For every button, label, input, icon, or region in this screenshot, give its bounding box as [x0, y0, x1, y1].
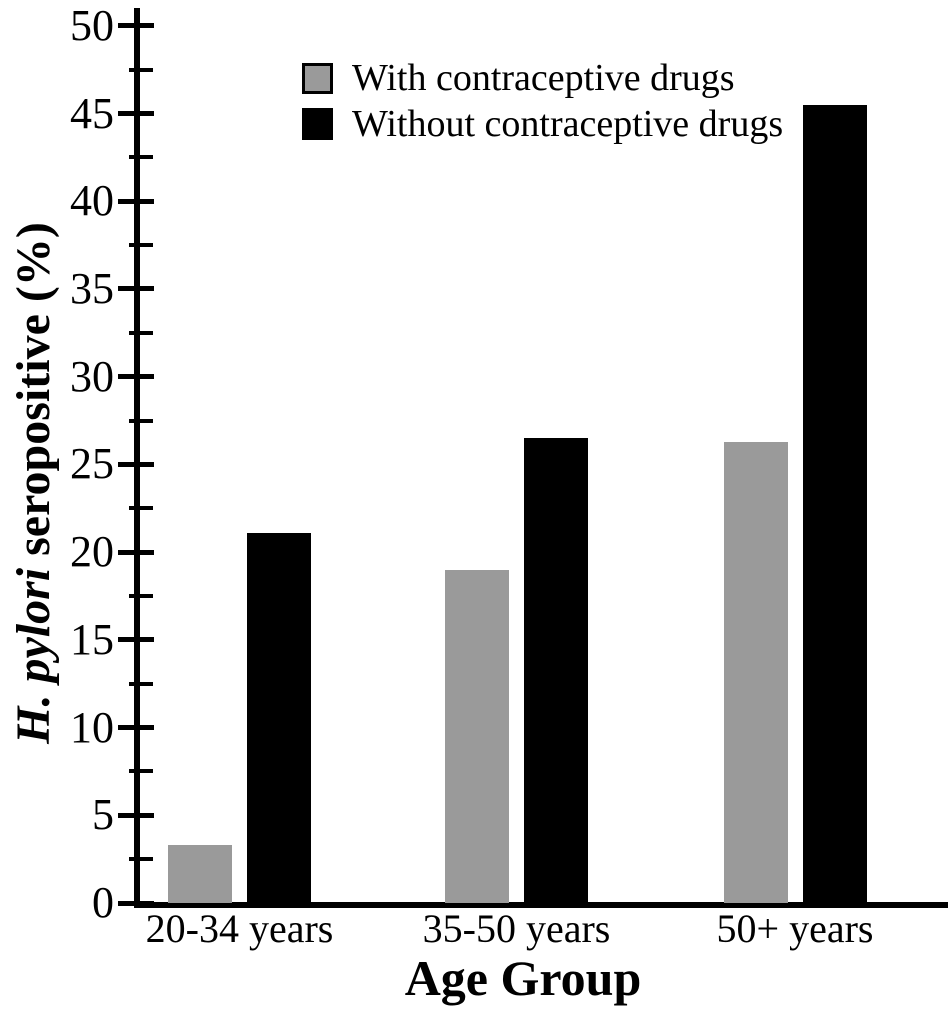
y-major-tick	[118, 23, 154, 29]
legend-label-with-contraceptive-drugs: With contraceptive drugs	[352, 57, 735, 99]
x-tick-label-50-years: 50+ years	[716, 906, 874, 951]
y-major-tick	[118, 637, 154, 643]
y-major-tick	[118, 461, 154, 467]
x-tick-label-20-34-years: 20-34 years	[145, 906, 334, 951]
y-minor-tick	[129, 330, 153, 335]
legend-swatch-without-contraceptive-drugs	[302, 108, 333, 140]
legend-swatch-with-contraceptive-drugs	[302, 63, 333, 94]
y-minor-tick	[129, 67, 153, 72]
y-major-tick	[118, 549, 154, 555]
y-minor-tick	[129, 243, 153, 248]
x-tick-label-35-50-years: 35-50 years	[422, 906, 611, 951]
y-major-tick	[118, 286, 154, 292]
y-tick-label: 50	[70, 0, 114, 50]
bar-with-contraceptive-drugs-20-34-years	[168, 845, 232, 903]
y-tick-label: 45	[70, 88, 114, 138]
y-major-tick	[118, 900, 154, 906]
y-tick-label: 40	[70, 176, 114, 226]
legend-label-without-contraceptive-drugs: Without contraceptive drugs	[352, 103, 784, 145]
y-major-tick	[118, 812, 154, 818]
y-minor-tick	[129, 418, 153, 423]
bar-with-contraceptive-drugs-35-50-years	[445, 569, 509, 903]
y-axis-line	[134, 8, 140, 908]
y-major-tick	[118, 111, 154, 117]
x-axis-line	[134, 902, 948, 908]
y-tick-label: 0	[92, 878, 114, 927]
y-minor-tick	[129, 593, 153, 598]
y-tick-label: 30	[70, 351, 114, 401]
bar-with-contraceptive-drugs-50-years	[723, 441, 788, 903]
x-axis-title: Age Group	[404, 950, 642, 1006]
y-major-tick	[118, 198, 154, 204]
bar-without-contraceptive-drugs-20-34-years	[247, 532, 311, 903]
y-minor-tick	[129, 506, 153, 511]
y-major-tick	[118, 725, 154, 731]
y-minor-tick	[129, 857, 153, 862]
y-tick-label: 25	[70, 439, 114, 489]
y-tick-label: 5	[92, 790, 114, 840]
y-tick-label: 35	[70, 263, 114, 313]
bar-without-contraceptive-drugs-50-years	[802, 104, 867, 903]
y-tick-label: 20	[70, 527, 114, 577]
y-minor-tick	[129, 155, 153, 160]
y-minor-tick	[129, 681, 153, 686]
y-tick-label: 15	[70, 614, 114, 664]
y-major-tick	[118, 374, 154, 380]
bar-without-contraceptive-drugs-35-50-years	[524, 438, 588, 903]
y-minor-tick	[129, 769, 153, 774]
y-tick-label: 10	[70, 702, 114, 752]
